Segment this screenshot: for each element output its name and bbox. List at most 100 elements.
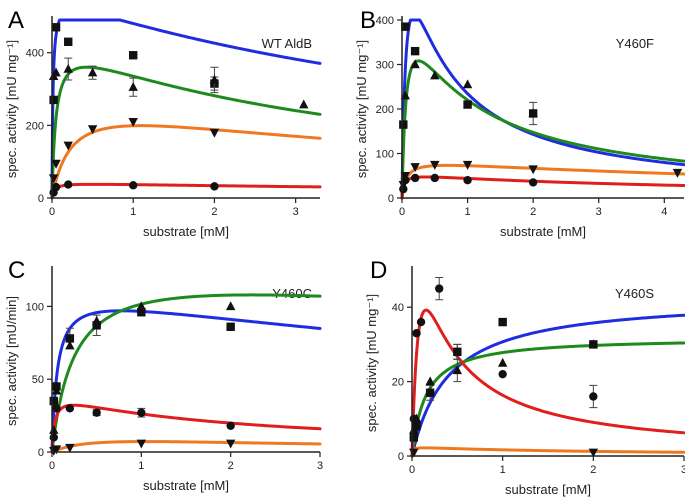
data-point-green [49, 424, 59, 434]
curve-blue [50, 18, 322, 200]
x-tick-label: 2 [530, 206, 536, 218]
data-point-orange [136, 439, 147, 449]
x-tick-label: 3 [293, 206, 299, 218]
data-point-red [226, 421, 235, 430]
y-axis-label: spec. activity [mU mg⁻¹] [364, 294, 379, 432]
data-point-red [52, 404, 61, 413]
data-point-red [463, 176, 472, 185]
data-point-blue [409, 433, 419, 442]
curve-blue [410, 313, 685, 458]
data-point-blue [51, 23, 61, 32]
curve-green [400, 59, 685, 200]
curve-blue [400, 18, 685, 200]
x-tick-label: 3 [596, 206, 602, 218]
curve-red [50, 403, 322, 454]
data-point-red [498, 369, 507, 379]
x-tick-label: 1 [130, 206, 136, 218]
panel-title: Y460F [616, 36, 654, 51]
y-tick-label: 0 [38, 447, 44, 459]
data-point-blue [498, 317, 507, 327]
data-point-green [425, 376, 435, 386]
x-tick-label: 0 [49, 206, 55, 218]
x-axis-label: substrate [mM] [500, 224, 586, 239]
data-point-blue [401, 22, 410, 31]
panel-a: A WT AldB 0 1 2 3 0 200 400 substrate [mM] spec. a… [4, 7, 322, 239]
data-point-orange [528, 165, 538, 175]
x-tick-label: 1 [465, 206, 471, 218]
data-point-green [209, 74, 220, 84]
x-tick-label: 3 [317, 460, 323, 472]
curve-orange [50, 440, 322, 454]
data-point-red [435, 284, 444, 293]
data-point-red [401, 176, 410, 185]
panel-letter: B [360, 7, 376, 34]
data-point-green [51, 385, 62, 395]
curve-green [410, 341, 685, 458]
y-tick-label: 400 [26, 48, 44, 60]
y-tick-label: 100 [376, 149, 394, 161]
x-tick-label: 2 [228, 460, 234, 472]
panel-letter: A [8, 7, 24, 34]
data-point-green [497, 357, 508, 367]
data-point-green [462, 79, 473, 89]
data-point-green [87, 67, 98, 77]
data-point-red [51, 182, 61, 192]
data-point-green [128, 82, 138, 91]
data-point-green [430, 70, 440, 80]
y-tick-label: 0 [398, 451, 404, 463]
data-point-red [129, 181, 138, 190]
data-point-red [410, 173, 420, 183]
curve-red [400, 175, 685, 200]
data-point-blue [64, 37, 73, 46]
data-point-orange [462, 160, 473, 170]
data-point-blue [65, 334, 75, 343]
x-axis-label: substrate [mM] [505, 482, 591, 497]
y-axis-label: spec. activity [mU mg⁻¹] [354, 40, 369, 178]
x-tick-label: 0 [409, 464, 415, 476]
data-point-blue [92, 321, 101, 330]
panel-d: D Y460S 0 1 2 3 0 20 40 substrate [mM] spec. activ… [364, 257, 685, 497]
y-axis-label: spec. activity [mU/min] [4, 296, 19, 426]
x-tick-label: 2 [211, 206, 217, 218]
data-point-green [65, 340, 75, 350]
panel-c: C Y460C 0 1 2 3 0 50 100 substrate [mM] spec. acti… [4, 257, 323, 493]
data-point-red [65, 404, 75, 413]
x-axis-label: substrate [mM] [143, 224, 229, 239]
data-point-red [64, 180, 73, 189]
data-point-orange [672, 168, 683, 178]
data-point-blue [410, 46, 420, 56]
data-point-orange [51, 159, 61, 169]
y-tick-label: 0 [388, 193, 394, 205]
data-point-red [92, 408, 101, 417]
y-tick-label: 400 [376, 15, 394, 27]
x-axis-label: substrate [mM] [143, 478, 229, 493]
data-point-red [210, 182, 219, 191]
data-point-red [412, 329, 421, 338]
data-point-green [136, 301, 147, 311]
data-point-red [430, 173, 439, 183]
data-point-blue [49, 95, 58, 105]
data-point-green [299, 99, 309, 109]
y-tick-label: 50 [32, 374, 44, 386]
data-point-red [399, 184, 408, 194]
data-point-green [400, 90, 410, 100]
x-tick-label: 0 [399, 206, 405, 218]
data-point-red [137, 408, 146, 417]
curve-orange [50, 124, 322, 200]
y-tick-label: 200 [376, 104, 394, 116]
x-tick-label: 1 [500, 464, 506, 476]
data-point-green [410, 59, 420, 69]
panel-title: Y460C [272, 286, 312, 301]
data-point-red [528, 178, 538, 187]
data-point-red [49, 433, 58, 442]
data-point-red [416, 317, 426, 327]
panel-letter: C [8, 257, 25, 284]
curve-orange [410, 446, 685, 458]
x-tick-label: 0 [49, 460, 55, 472]
data-point-blue [425, 388, 435, 397]
data-point-blue [412, 422, 421, 431]
data-point-blue [137, 308, 146, 317]
data-point-red [409, 414, 419, 423]
curve-red [50, 182, 322, 200]
